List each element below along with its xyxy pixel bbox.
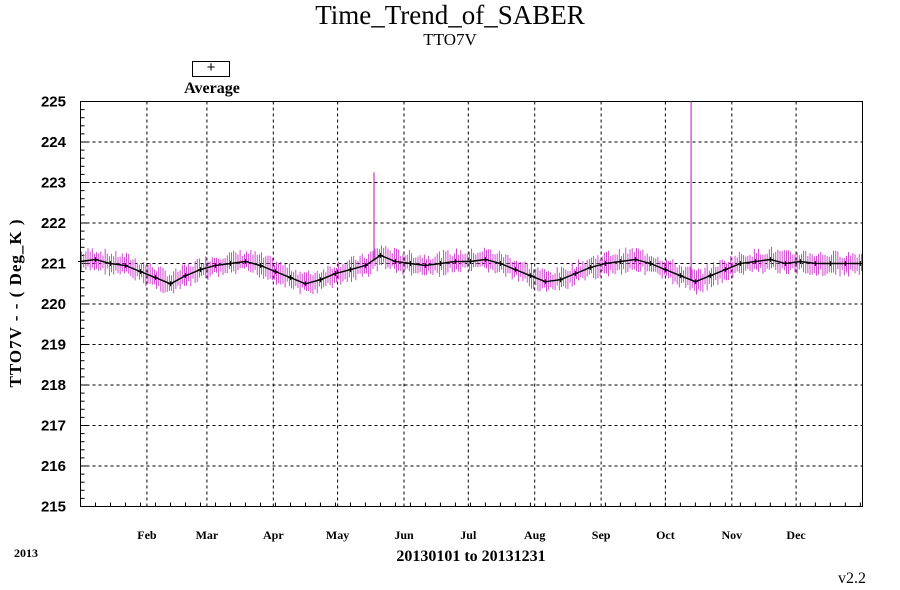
average-point-marker (78, 258, 83, 264)
average-point-marker (827, 261, 833, 266)
average-point-marker (467, 258, 473, 264)
average-point-marker (557, 277, 563, 283)
average-point-marker (437, 261, 443, 266)
grid-layer (80, 101, 863, 507)
x-tick-label: Sep (592, 528, 611, 542)
average-point-marker (362, 263, 368, 269)
y-tick-labels: 215 216 217 218 219 220 221 222 223 224 225 (41, 94, 67, 516)
average-point-marker (317, 277, 323, 283)
legend-marker-box: + (192, 59, 230, 77)
average-point-marker (332, 271, 338, 277)
average-point-marker (527, 273, 533, 279)
average-point-marker (347, 267, 353, 273)
average-point-marker (167, 281, 173, 287)
average-point-marker (857, 261, 863, 266)
y-tick-label: 219 (41, 337, 66, 354)
average-point-marker (617, 258, 623, 264)
average-point-marker (782, 261, 788, 266)
average-point-marker (707, 273, 713, 279)
average-point-marker (542, 279, 548, 285)
x-tick-label: Mar (196, 528, 219, 542)
y-tick-label: 220 (41, 296, 66, 313)
spread-layer (81, 101, 862, 295)
x-tick-label: Feb (137, 528, 157, 542)
y-tick-label: 217 (41, 418, 66, 435)
average-point-marker (257, 263, 263, 269)
average-point-marker (677, 273, 683, 279)
series-layer (78, 252, 863, 287)
plus-marker-icon: + (206, 59, 216, 76)
y-tick-label: 222 (41, 215, 66, 232)
tick-layer (80, 101, 861, 507)
average-point-marker (272, 269, 278, 275)
x-tick-label: Nov (721, 528, 742, 542)
average-point-marker (692, 279, 698, 285)
average-point-marker (227, 261, 233, 266)
average-point-marker (197, 267, 203, 273)
average-point-marker (107, 261, 113, 266)
average-point-marker (242, 258, 248, 264)
average-point-marker (602, 261, 608, 266)
average-point-marker (377, 252, 383, 258)
y-tick-label: 224 (41, 134, 67, 151)
average-point-marker (137, 269, 143, 275)
x-tick-label: Aug (524, 528, 545, 542)
average-point-marker (587, 265, 593, 271)
average-point-marker (122, 263, 128, 269)
average-point-marker (767, 256, 773, 262)
legend-label: Average (184, 80, 240, 97)
average-point-marker (737, 261, 743, 266)
average-point-marker (152, 275, 158, 281)
average-point-marker (452, 258, 458, 264)
x-axis-label: 20130101 to 20131231 (396, 548, 546, 565)
average-point-marker (212, 263, 218, 269)
average-point-marker (482, 256, 488, 262)
x-tick-label: Jul (460, 528, 477, 542)
average-point-marker (287, 275, 293, 281)
average-point-marker (512, 267, 518, 273)
average-point-marker (632, 256, 638, 262)
average-point-marker (422, 263, 428, 269)
average-point-marker (407, 261, 413, 266)
average-point-marker (812, 261, 818, 266)
year-label: 2013 (14, 546, 38, 560)
y-tick-label: 223 (41, 175, 66, 192)
average-point-marker (92, 256, 98, 262)
average-point-marker (572, 271, 578, 277)
average-point-marker (392, 258, 398, 264)
x-tick-label: Jun (394, 528, 414, 542)
average-point-marker (797, 258, 803, 264)
y-tick-label: 221 (41, 256, 66, 273)
average-point-marker (182, 273, 188, 279)
x-tick-label: Oct (656, 528, 675, 542)
y-tick-label: 216 (41, 458, 66, 475)
average-point-marker (647, 261, 653, 266)
y-tick-label: 218 (41, 377, 66, 394)
x-tick-labels: Feb Mar Apr May Jun Jul Aug Sep Oct Nov Dec (137, 528, 806, 542)
y-tick-label: 215 (41, 499, 66, 516)
x-tick-label: Dec (786, 528, 806, 542)
chart-title: Time_Trend_of_SABER (315, 0, 585, 30)
average-point-marker (662, 267, 668, 273)
average-point-marker (497, 261, 503, 266)
average-point-marker (722, 267, 728, 273)
chart-subtitle: TTO7V (423, 30, 477, 49)
x-tick-label: May (326, 528, 349, 542)
average-point-marker (752, 258, 758, 264)
y-tick-label: 225 (41, 94, 66, 111)
version-label: v2.2 (838, 570, 866, 587)
average-point-marker (842, 261, 848, 266)
average-point-marker (302, 281, 308, 287)
x-tick-label: Apr (263, 528, 284, 542)
